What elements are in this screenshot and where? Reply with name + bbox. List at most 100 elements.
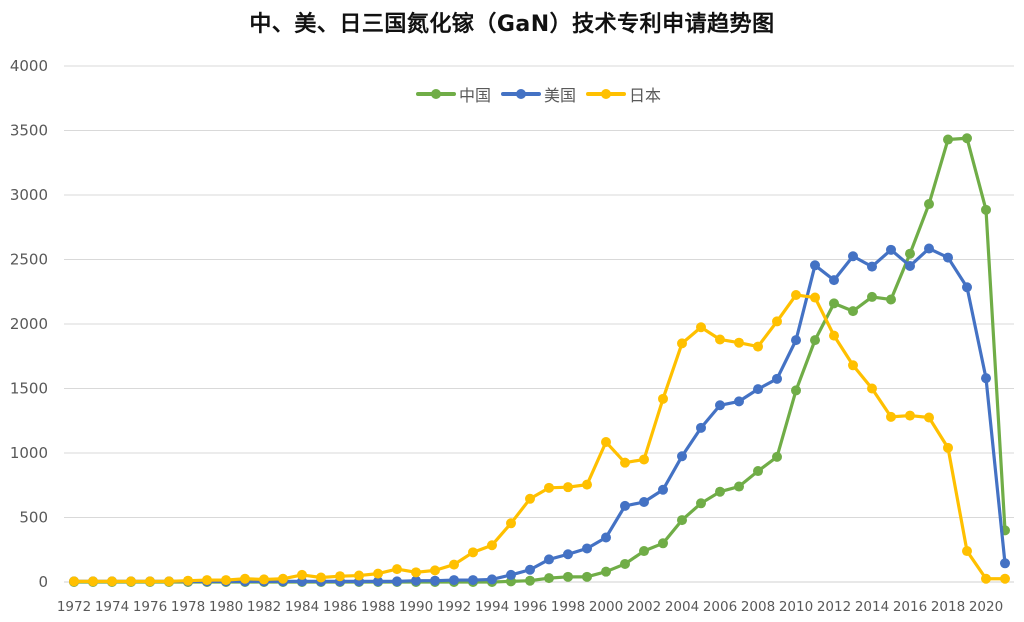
y-tick-label: 4000 xyxy=(10,57,48,75)
data-point-marker xyxy=(582,543,592,554)
data-point-marker xyxy=(487,574,497,585)
y-tick-label: 2500 xyxy=(10,251,48,269)
data-point-marker xyxy=(810,260,820,271)
data-point-marker xyxy=(449,559,459,570)
data-point-marker xyxy=(848,360,858,371)
data-point-marker xyxy=(829,330,839,341)
y-tick-label: 3000 xyxy=(10,186,48,204)
data-point-marker xyxy=(791,289,801,300)
data-point-marker xyxy=(411,575,421,586)
data-point-marker xyxy=(905,410,915,421)
data-point-marker xyxy=(924,243,934,254)
x-tick-label: 2006 xyxy=(703,599,737,615)
data-point-marker xyxy=(430,575,440,586)
y-tick-label: 0 xyxy=(38,573,48,591)
data-point-marker xyxy=(639,546,649,557)
x-tick-label: 1994 xyxy=(475,599,509,615)
data-point-marker xyxy=(563,549,573,560)
data-point-marker xyxy=(335,571,345,582)
legend-label: 中国 xyxy=(459,86,492,105)
data-point-marker xyxy=(411,567,421,578)
data-point-marker xyxy=(962,546,972,557)
data-point-marker xyxy=(658,484,668,495)
data-point-marker xyxy=(392,564,402,575)
x-tick-label: 1982 xyxy=(247,599,281,615)
data-point-marker xyxy=(373,568,383,579)
data-point-marker xyxy=(905,260,915,271)
data-point-marker xyxy=(601,566,611,577)
y-tick-label: 3500 xyxy=(10,122,48,140)
data-point-marker xyxy=(867,383,877,394)
y-axis: 0 500 1000 1500 2000 2500 3000 3500 4000 xyxy=(10,57,48,591)
data-point-marker xyxy=(924,199,934,210)
data-point-marker xyxy=(753,341,763,352)
data-point-marker xyxy=(183,575,193,586)
data-point-marker xyxy=(107,576,117,587)
data-point-marker xyxy=(259,574,269,585)
data-point-marker xyxy=(620,457,630,468)
data-point-marker xyxy=(943,442,953,453)
x-tick-label: 2020 xyxy=(969,599,1003,615)
data-point-marker xyxy=(449,575,459,586)
x-tick-label: 2008 xyxy=(741,599,775,615)
data-point-marker xyxy=(791,385,801,396)
data-point-marker xyxy=(715,486,725,497)
x-tick-label: 2014 xyxy=(855,599,889,615)
x-tick-label: 2018 xyxy=(931,599,965,615)
data-point-marker xyxy=(734,337,744,348)
data-point-marker xyxy=(829,275,839,286)
x-axis: 1972 1974 1976 1978 1980 1982 1984 1986 1988 1990… xyxy=(57,599,1003,615)
data-point-marker xyxy=(468,575,478,586)
data-point-marker xyxy=(943,252,953,263)
data-point-marker xyxy=(981,373,991,384)
data-point-marker xyxy=(487,540,497,551)
legend-line-marker-icon xyxy=(586,87,627,101)
data-point-marker xyxy=(677,338,687,349)
data-point-marker xyxy=(886,294,896,305)
data-point-marker xyxy=(202,575,212,586)
series-line xyxy=(72,246,1007,583)
data-point-marker xyxy=(582,479,592,490)
data-point-marker xyxy=(753,384,763,395)
data-point-marker xyxy=(886,244,896,255)
x-tick-label: 1986 xyxy=(323,599,357,615)
data-point-marker xyxy=(278,573,288,584)
data-point-marker xyxy=(240,573,250,584)
y-tick-label: 500 xyxy=(19,509,48,527)
x-tick-label: 1992 xyxy=(437,599,471,615)
data-point-marker xyxy=(791,335,801,346)
series-line xyxy=(72,293,1007,583)
data-point-marker xyxy=(696,422,706,433)
data-point-marker xyxy=(905,248,915,259)
data-point-marker xyxy=(772,451,782,462)
y-tick-label: 1000 xyxy=(10,444,48,462)
x-tick-label: 1988 xyxy=(361,599,395,615)
x-tick-label: 1978 xyxy=(171,599,205,615)
data-point-marker xyxy=(544,554,554,565)
data-point-marker xyxy=(753,466,763,477)
data-point-marker xyxy=(88,576,98,587)
series-line xyxy=(72,136,1007,584)
x-tick-label: 1976 xyxy=(133,599,167,615)
data-point-marker xyxy=(525,564,535,575)
data-point-marker xyxy=(544,573,554,584)
data-point-marker xyxy=(563,482,573,493)
data-point-marker xyxy=(715,400,725,411)
data-point-marker xyxy=(696,498,706,509)
data-point-marker xyxy=(810,292,820,303)
data-point-marker xyxy=(544,482,554,493)
x-tick-label: 1984 xyxy=(285,599,319,615)
legend-item-usa: 美国 xyxy=(501,82,576,106)
data-point-marker xyxy=(354,570,364,581)
x-tick-label: 2016 xyxy=(893,599,927,615)
data-point-marker xyxy=(772,373,782,384)
x-tick-label: 1998 xyxy=(551,599,585,615)
data-point-marker xyxy=(848,306,858,317)
data-point-marker xyxy=(430,565,440,576)
data-point-marker xyxy=(525,493,535,504)
x-tick-label: 1996 xyxy=(513,599,547,615)
x-tick-label: 2000 xyxy=(589,599,623,615)
data-point-marker xyxy=(886,411,896,422)
y-tick-label: 1500 xyxy=(10,380,48,398)
data-point-marker xyxy=(601,437,611,448)
